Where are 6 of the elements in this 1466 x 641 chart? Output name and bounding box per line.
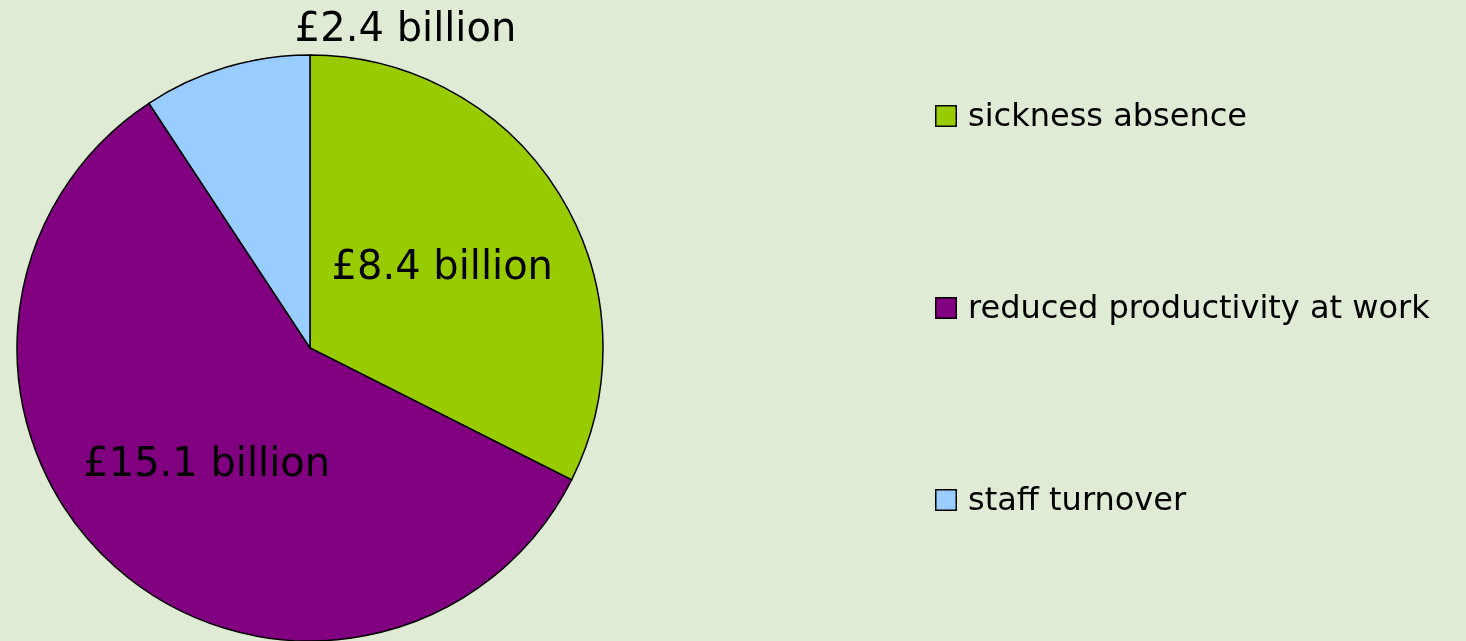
data-label: £15.1 billion (83, 438, 331, 485)
data-label: £8.4 billion (331, 241, 553, 288)
legend-label: staff turnover (968, 480, 1187, 518)
data-label: £2.4 billion (294, 4, 517, 51)
legend-label: sickness absence (968, 96, 1248, 134)
legend-label: reduced productivity at work (968, 288, 1431, 326)
